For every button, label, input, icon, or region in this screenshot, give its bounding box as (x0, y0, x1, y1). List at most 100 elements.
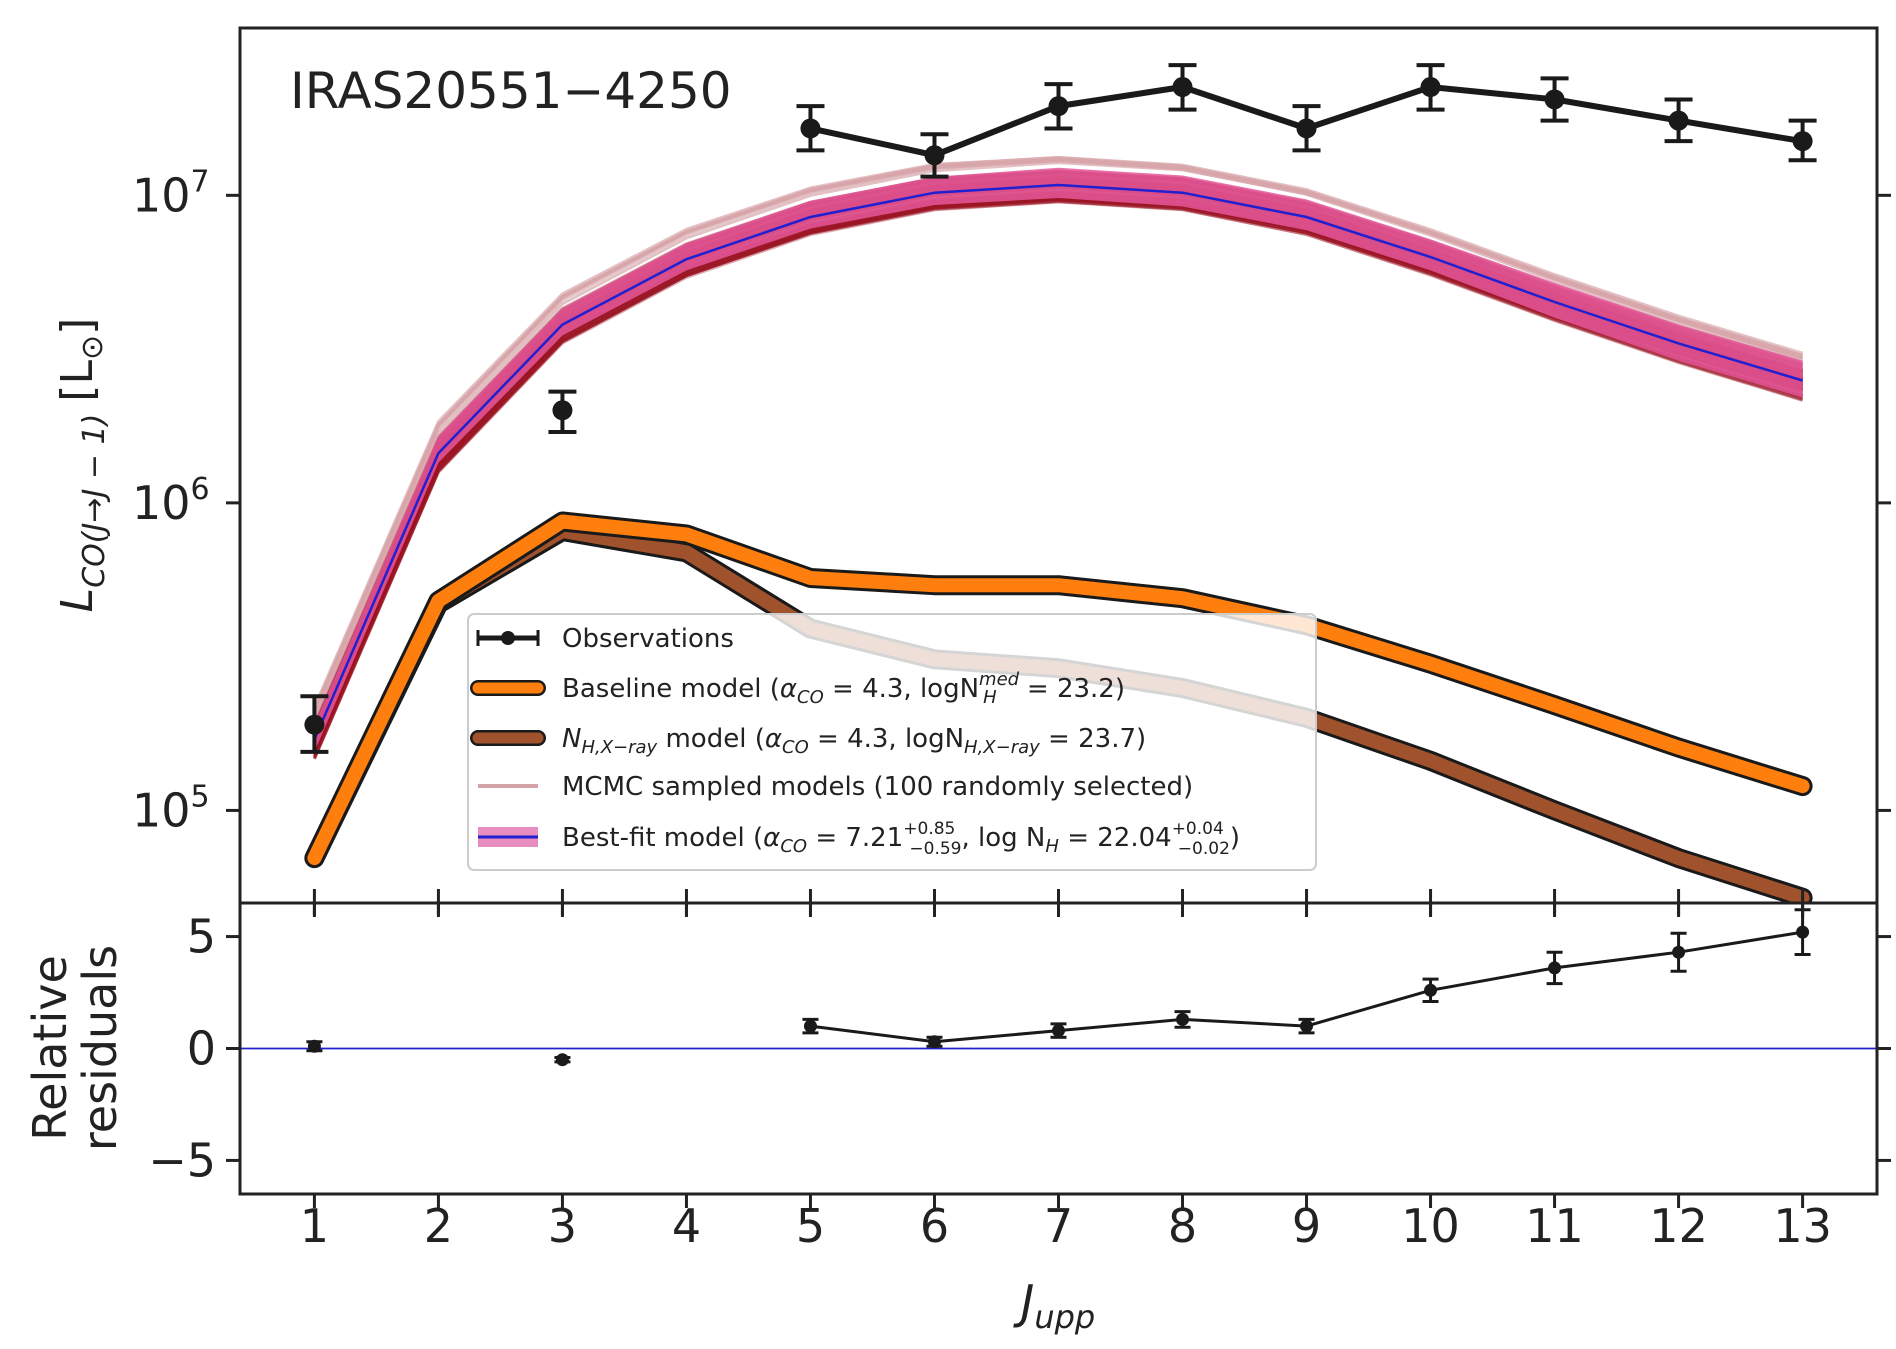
legend-bestfit-tail: ) (1230, 823, 1240, 853)
residual-point (1300, 1019, 1314, 1033)
legend: Observations Baseline model (αCO = 4.3, … (467, 613, 1317, 871)
legend-baseline-prefix: Baseline model ( (562, 674, 780, 704)
y-tick-label-main: 106 (132, 472, 210, 530)
svg-text:LCO(J→J − 1)[L⊙]: LCO(J→J − 1) [L⊙] (52, 318, 112, 613)
legend-nh-alpha-sub: CO (782, 737, 809, 758)
legend-bestfit-val1-sub: −0.59 (909, 839, 961, 859)
legend-baseline-tail: = 23.2) (1019, 674, 1125, 704)
x-tick-label: 3 (548, 1199, 577, 1253)
legend-bestfit-alpha-sub: CO (780, 836, 807, 857)
residual-point (927, 1035, 941, 1049)
ylabel-symbol: L (52, 588, 103, 613)
observation-point (1420, 77, 1441, 98)
x-tick-label: 5 (796, 1199, 825, 1253)
residual-point (307, 1039, 321, 1053)
legend-bestfit-val2-sup: +0.04 (1172, 819, 1224, 839)
x-tick-label: 9 (1292, 1199, 1321, 1253)
legend-entry-nh-xray: NH,X−ray model (αCO = 4.3, logNH,X−ray =… (470, 724, 1146, 758)
residual-panel: 5 0 −5 (148, 901, 1891, 1208)
source-annotation: IRAS20551−4250 (290, 62, 732, 120)
baseline-model-line (307, 514, 1810, 866)
ylabel-unit-sub: ⊙ (75, 335, 110, 360)
residual-point (1052, 1024, 1065, 1038)
y-tick-label-res: −5 (148, 1133, 216, 1187)
x-tick-label: 6 (920, 1199, 949, 1253)
observation-point (1544, 89, 1565, 110)
residual-point (803, 1019, 817, 1033)
mcmc-sample-line (313, 200, 1804, 756)
observation-point (552, 400, 573, 421)
residual-ylabel-line2: residuals (73, 945, 127, 1151)
x-tick-label: 13 (1773, 1199, 1832, 1253)
legend-nh-alpha: α (765, 724, 782, 754)
x-tick-label: 8 (1168, 1199, 1197, 1253)
x-tick-label: 2 (424, 1199, 453, 1253)
main-panel: 105 106 107 IRAS20551−4250 (132, 26, 1891, 917)
residual-point (1672, 945, 1686, 959)
x-tick-label: 11 (1525, 1199, 1584, 1253)
observation-point (1172, 77, 1193, 98)
svg-text:Best-fit model (αCO = 7.21+0.8: Best-fit model (αCO = 7.21+0.85 −0.59, lo… (562, 819, 1240, 859)
legend-entry-baseline: Baseline model (αCO = 4.3, logNmed H = 23… (470, 669, 1125, 708)
residual-ylabel-line1: Relative (23, 955, 77, 1141)
x-tick-labels: 1 2 3 4 5 6 7 8 9 10 11 12 13 (300, 1199, 1832, 1253)
x-tick-label: 1 (300, 1199, 329, 1253)
mcmc-sample-line (313, 159, 1804, 711)
ylabel-unit-open: [L (52, 360, 103, 402)
y-tick-label-main: 105 (132, 779, 210, 837)
mcmc-sample-line (313, 197, 1804, 750)
legend-bestfit-prefix: Best-fit model ( (562, 823, 763, 853)
residual-point (1176, 1012, 1190, 1026)
observation-point (924, 145, 945, 166)
residual-frame (238, 901, 1879, 1196)
legend-nh-rest2-sub: H,X−ray (964, 737, 1040, 758)
x-tick-label: 4 (672, 1199, 701, 1253)
observation-point (800, 118, 821, 139)
legend-nh-sub: H,X−ray (581, 737, 657, 758)
residual-ylabel: Relative residuals (23, 945, 127, 1151)
mcmc-sample-line (313, 198, 1804, 754)
svg-text:NH,X−ray model (αCO = 4.3, log: NH,X−ray model (αCO = 4.3, logNH,X−ray =… (562, 724, 1146, 758)
best-fit-band (313, 167, 1803, 752)
residual-point (1548, 961, 1562, 975)
x-tick-label: 10 (1401, 1199, 1460, 1253)
observation-point (304, 714, 325, 735)
legend-entry-observations: Observations (476, 624, 734, 654)
legend-label-observations: Observations (562, 624, 734, 654)
legend-nh-tail: = 23.7) (1040, 724, 1146, 754)
legend-nh-rest2: = 4.3, logN (809, 724, 964, 754)
legend-bestfit-val1-sup: +0.85 (903, 819, 955, 839)
legend-entry-mcmc: MCMC sampled models (100 randomly select… (478, 772, 1193, 802)
y-tick-label-res: 0 (187, 1022, 216, 1076)
observations-series (300, 63, 1817, 754)
legend-bestfit-val2: = 22.04 (1059, 823, 1172, 853)
legend-nh-rest: model ( (657, 724, 765, 754)
residual-axis-ticks: 5 0 −5 (148, 903, 1891, 1208)
x-tick-label: 7 (1044, 1199, 1073, 1253)
legend-entry-best-fit: Best-fit model (αCO = 7.21+0.85 −0.59, lo… (478, 819, 1240, 859)
y-tick-label-res: 5 (187, 910, 216, 964)
ylabel-subscript: CO(J→J − 1) (77, 414, 112, 588)
residual-point (1796, 925, 1810, 939)
legend-nh-symbol: N (562, 724, 581, 754)
xlabel-subscript: upp (1034, 1298, 1095, 1336)
observation-point (1792, 131, 1813, 152)
legend-bestfit-mid-sub: H (1045, 836, 1059, 857)
observation-point (1048, 96, 1069, 117)
main-axis-ticks: 105 106 107 (132, 164, 1891, 917)
main-ylabel: LCO(J→J − 1) [L⊙] (52, 318, 112, 613)
legend-baseline-rest: = 4.3, logN (824, 674, 979, 704)
residual-point (1424, 983, 1438, 997)
x-tick-label: 12 (1649, 1199, 1708, 1253)
y-tick-label-main: 107 (132, 164, 210, 222)
residual-series (240, 908, 1877, 1067)
observation-point (1668, 110, 1689, 131)
legend-baseline-sup: med (979, 669, 1020, 690)
legend-baseline-alpha: α (780, 674, 797, 704)
x-axis-title: Jupp (1013, 1275, 1095, 1336)
legend-bestfit-mid: , log N (962, 823, 1046, 853)
legend-bestfit-alpha: α (763, 823, 780, 853)
legend-bestfit-val1: = 7.21 (807, 823, 903, 853)
legend-baseline-alpha-sub: CO (797, 687, 824, 708)
